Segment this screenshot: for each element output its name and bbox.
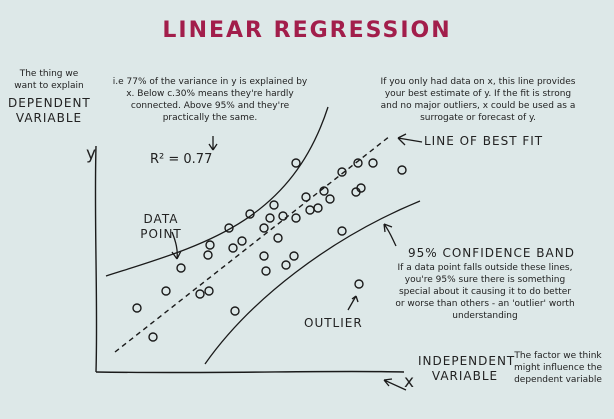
data-point [161,286,171,296]
outlier-arrow [347,295,359,311]
data-point [204,286,214,296]
independent-arrow [383,378,407,391]
data-point [281,260,291,270]
best-fit-explanation: If you only had data on x, this line pro… [380,77,576,123]
data-point [289,251,299,261]
data-point [205,240,215,250]
data-point [337,226,347,236]
x-axis-note: The factor we think might influence the … [513,351,602,385]
y-axis-line [94,145,98,373]
r-squared-value: R² = 0.77 [150,152,213,167]
x-axis-symbol: x [404,372,415,392]
data-point [148,332,158,342]
data-point [269,200,279,210]
data-point [356,183,366,193]
x-axis-line [95,370,405,374]
data-point [397,165,407,175]
data-point [368,158,378,168]
data-point-label: DATA POINT [140,212,182,241]
best-fit-label: LINE OF BEST FIT [424,134,544,148]
r-squared-explanation: i.e 77% of the variance in y is explaine… [112,77,308,123]
data-point [278,211,288,221]
y-axis-label: DEPENDENT VARIABLE [8,96,91,125]
data-point [301,192,311,202]
data-point-arrow [171,231,182,260]
data-point [259,251,269,261]
data-point [353,158,363,168]
y-axis-symbol: y [86,144,97,164]
data-point [176,263,186,273]
data-point [132,303,142,313]
data-point [237,236,247,246]
lower-confidence-line [204,200,421,365]
data-point [265,213,275,223]
data-point [259,223,269,233]
data-point [195,289,205,299]
data-point [291,213,301,223]
best-fit-arrow [397,133,423,146]
confidence-band-label: 95% CONFIDENCE BAND [408,246,575,260]
data-point [245,209,255,219]
page-title: LINEAR REGRESSION [162,18,452,43]
outlier-point [354,279,364,289]
data-point [305,205,315,215]
data-point [261,266,271,276]
y-axis-note: The thing we want to explain [14,69,84,91]
data-point [291,158,301,168]
data-point [273,233,283,243]
best-fit-line [114,135,391,353]
outlier-label: OUTLIER [304,316,363,330]
data-point [230,306,240,316]
data-point [337,167,347,177]
r-squared-arrow [208,136,218,151]
upper-confidence-line [105,106,329,277]
data-point [313,203,323,213]
x-axis-label: INDEPENDENT VARIABLE [418,354,516,383]
confidence-band-explanation: If a data point falls outside these line… [395,263,575,321]
data-point [325,194,335,204]
confidence-band-arrow [383,223,397,247]
data-point [203,250,213,260]
data-point [228,243,238,253]
data-point [224,223,234,233]
data-point [319,186,329,196]
